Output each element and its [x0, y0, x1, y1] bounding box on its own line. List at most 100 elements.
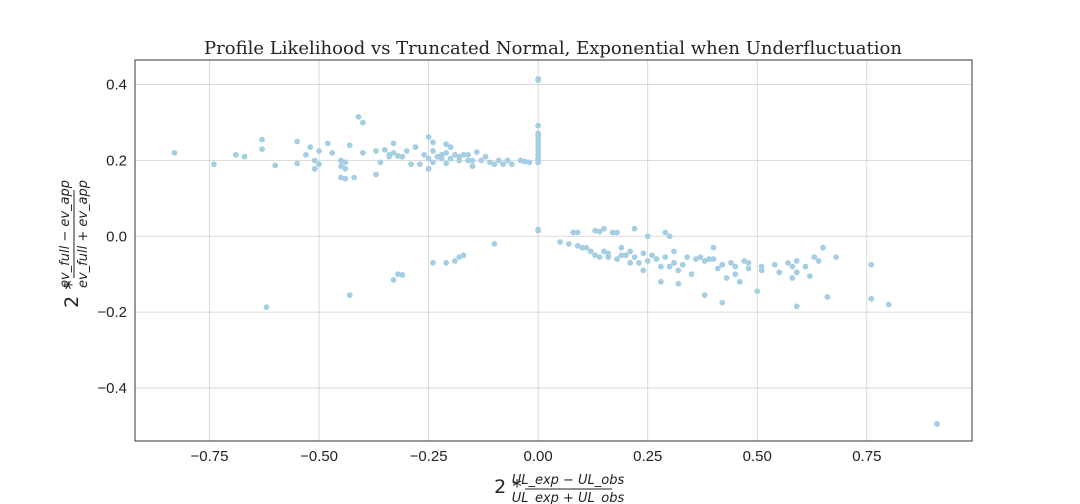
grid-lines: [135, 60, 972, 441]
data-point: [416, 161, 423, 168]
data-point: [631, 225, 638, 232]
data-point: [500, 161, 507, 168]
y-axis-label-prefix: 2 *: [61, 280, 83, 308]
data-point: [706, 256, 712, 262]
data-point: [412, 144, 419, 151]
data-point: [574, 242, 581, 249]
data-point: [403, 148, 410, 154]
data-point: [443, 259, 450, 266]
x-tick-label: −0.75: [191, 448, 229, 465]
data-point: [390, 276, 397, 283]
data-point: [636, 259, 642, 266]
data-point: [868, 261, 875, 268]
data-point: [430, 139, 436, 146]
data-point: [460, 151, 467, 158]
data-point: [342, 175, 349, 182]
data-point: [732, 263, 739, 270]
data-point: [789, 263, 796, 270]
y-tick-label: 0.2: [106, 152, 127, 169]
data-point: [671, 259, 677, 266]
data-point: [701, 258, 708, 264]
data-point: [596, 228, 603, 235]
data-point: [504, 157, 511, 164]
y-tick-label: 0.0: [106, 228, 127, 245]
data-point: [443, 149, 450, 156]
data-point: [657, 278, 664, 285]
data-point: [627, 248, 634, 255]
data-point: [868, 295, 875, 302]
data-point: [758, 267, 765, 274]
data-point: [614, 229, 620, 236]
data-point: [386, 151, 393, 158]
data-point: [425, 155, 432, 162]
data-point: [338, 174, 344, 181]
data-point: [653, 256, 660, 262]
data-point: [263, 304, 270, 311]
data-point: [885, 301, 892, 308]
data-point: [679, 261, 686, 268]
x-tick-labels: −0.75 −0.50 −0.25 0.00 0.25 0.50 0.75: [191, 448, 882, 465]
data-point: [618, 244, 625, 251]
data-point: [710, 256, 717, 262]
data-point: [609, 229, 616, 236]
data-point: [710, 244, 717, 251]
data-point: [697, 254, 704, 261]
data-point: [745, 259, 752, 266]
data-point: [351, 174, 358, 181]
data-point: [719, 299, 726, 306]
data-point: [627, 259, 634, 266]
data-point: [583, 244, 590, 251]
data-point: [443, 141, 450, 148]
data-point: [460, 252, 467, 259]
data-point: [802, 263, 809, 270]
data-point: [359, 149, 366, 156]
data-point: [381, 146, 388, 153]
data-point: [732, 271, 739, 278]
data-point: [592, 227, 599, 234]
data-point: [456, 153, 463, 160]
data-point: [346, 142, 353, 149]
data-point: [452, 151, 458, 158]
data-point: [662, 229, 669, 236]
data-point: [456, 254, 463, 261]
y-tick-label: −0.4: [97, 380, 127, 397]
data-point: [399, 153, 406, 160]
data-point: [447, 144, 454, 151]
data-point: [622, 252, 629, 259]
data-point: [631, 254, 638, 261]
data-point: [570, 229, 577, 236]
data-point: [793, 303, 800, 310]
data-point: [390, 149, 397, 156]
data-point: [447, 155, 454, 162]
data-point: [776, 269, 783, 276]
data-point: [789, 275, 796, 281]
data-point: [377, 159, 384, 166]
data-point: [587, 248, 594, 255]
data-point: [478, 157, 485, 164]
data-point: [210, 161, 217, 168]
data-point: [693, 256, 699, 262]
data-point: [806, 273, 813, 279]
data-point: [395, 271, 401, 278]
data-point: [355, 113, 362, 120]
x-tick-label: 0.25: [633, 448, 662, 465]
data-point: [311, 157, 318, 164]
data-point: [592, 252, 599, 259]
x-tick-label: 0.50: [743, 448, 772, 465]
data-point: [241, 153, 248, 160]
data-point: [666, 263, 673, 270]
data-point: [329, 149, 336, 156]
data-point: [675, 280, 682, 287]
data-point: [346, 292, 353, 298]
data-point: [600, 225, 607, 232]
data-point: [824, 294, 831, 300]
y-tick-label: −0.2: [97, 304, 127, 321]
data-point: [395, 153, 401, 159]
data-point: [771, 261, 778, 268]
data-point: [671, 248, 677, 255]
data-point: [723, 275, 730, 281]
data-point: [311, 165, 318, 172]
data-point: [934, 421, 940, 427]
data-point: [688, 271, 695, 278]
